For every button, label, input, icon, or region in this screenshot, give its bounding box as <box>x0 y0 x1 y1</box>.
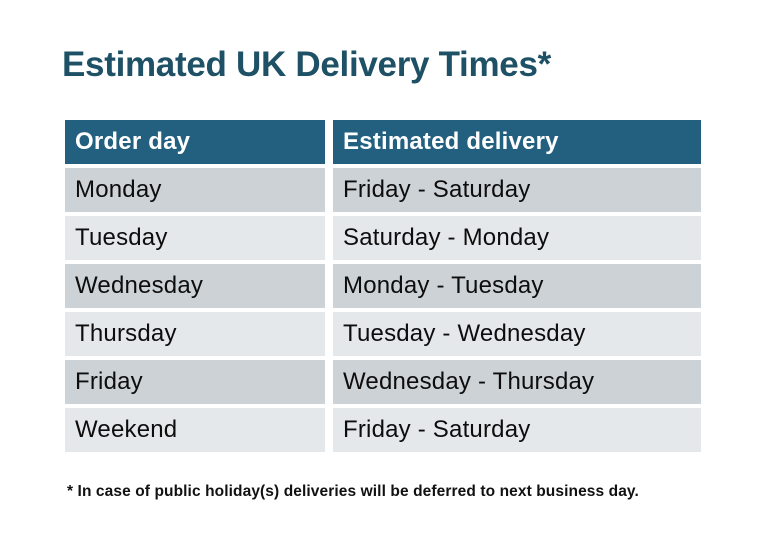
order-day-cell: Wednesday <box>65 264 325 308</box>
order-day-cell: Monday <box>65 168 325 212</box>
order-day-cell: Friday <box>65 360 325 404</box>
delivery-times-table: Order day Estimated delivery Monday Frida… <box>65 120 701 452</box>
estimated-delivery-cell: Saturday - Monday <box>333 216 701 260</box>
estimated-delivery-cell: Wednesday - Thursday <box>333 360 701 404</box>
order-day-cell: Thursday <box>65 312 325 356</box>
column-header-order-day: Order day <box>65 120 325 164</box>
order-day-cell: Weekend <box>65 408 325 452</box>
page-title: Estimated UK Delivery Times* <box>62 45 551 84</box>
estimated-delivery-cell: Tuesday - Wednesday <box>333 312 701 356</box>
footnote: * In case of public holiday(s) deliverie… <box>67 483 639 500</box>
estimated-delivery-cell: Friday - Saturday <box>333 168 701 212</box>
estimated-delivery-cell: Monday - Tuesday <box>333 264 701 308</box>
order-day-cell: Tuesday <box>65 216 325 260</box>
column-header-estimated-delivery: Estimated delivery <box>333 120 701 164</box>
estimated-delivery-cell: Friday - Saturday <box>333 408 701 452</box>
